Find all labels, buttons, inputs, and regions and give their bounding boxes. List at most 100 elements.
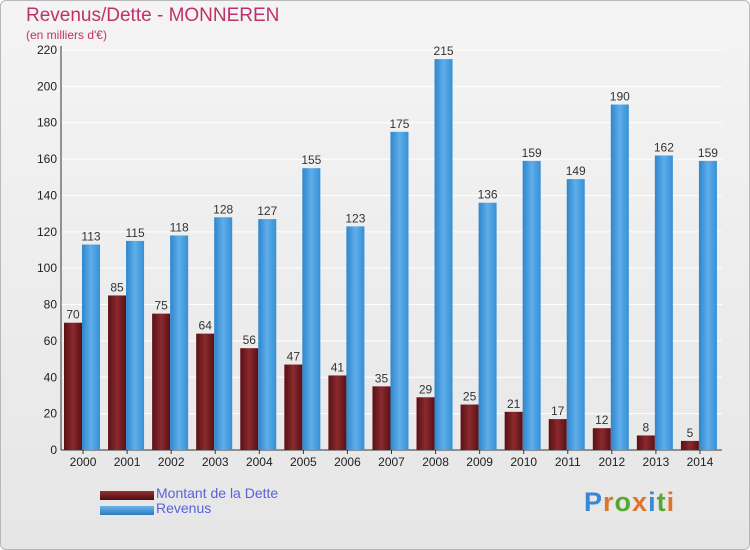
x-tick-label: 2013 <box>643 455 670 469</box>
bar-dette <box>504 411 523 450</box>
legend-label-dette: Montant de la Dette <box>156 485 279 501</box>
bar-revenus <box>214 217 233 450</box>
data-label-dette: 75 <box>154 299 168 313</box>
data-label-revenus: 175 <box>389 117 409 131</box>
data-label-revenus: 118 <box>170 220 189 234</box>
x-tick-label: 2014 <box>687 455 714 469</box>
x-tick-label: 2010 <box>510 455 537 469</box>
bar-dette <box>636 435 655 450</box>
logo-letter: x <box>632 487 649 517</box>
x-tick-label: 2000 <box>70 455 97 469</box>
bar-dette <box>460 404 479 450</box>
data-label-dette: 56 <box>243 333 257 347</box>
y-tick-label: 120 <box>37 225 57 239</box>
y-tick-label: 60 <box>44 334 58 348</box>
x-tick-label: 2006 <box>334 455 361 469</box>
bar-dette <box>284 364 303 450</box>
x-tick-label: 2012 <box>598 455 625 469</box>
x-tick-label: 2007 <box>378 455 405 469</box>
bar-revenus <box>566 179 585 450</box>
data-label-revenus: 115 <box>125 226 144 240</box>
bar-revenus <box>654 155 673 451</box>
x-tick-label: 2011 <box>555 455 581 469</box>
x-tick-label: 2001 <box>114 455 141 469</box>
data-label-dette: 17 <box>551 404 565 418</box>
data-label-dette: 85 <box>110 280 124 294</box>
bar-revenus <box>346 226 365 450</box>
x-tick-label: 2009 <box>466 455 493 469</box>
bar-dette <box>548 419 567 450</box>
y-tick-label: 160 <box>37 152 57 166</box>
data-label-revenus: 215 <box>434 44 454 58</box>
data-label-revenus: 127 <box>257 204 277 218</box>
y-tick-label: 180 <box>37 116 57 130</box>
x-tick-label: 2004 <box>246 455 273 469</box>
data-label-revenus: 159 <box>698 146 718 160</box>
data-label-revenus: 113 <box>81 230 100 244</box>
bar-dette <box>680 440 699 450</box>
y-tick-label: 200 <box>37 79 57 93</box>
bar-revenus <box>522 160 541 450</box>
data-label-revenus: 162 <box>654 140 674 154</box>
data-label-dette: 25 <box>463 390 477 404</box>
bar-revenus <box>126 240 145 450</box>
bar-dette <box>592 428 611 450</box>
bar-revenus <box>258 219 277 450</box>
data-label-dette: 8 <box>643 420 650 434</box>
bar-dette <box>416 397 435 450</box>
logo-letter: i <box>648 487 657 517</box>
data-label-revenus: 136 <box>478 188 498 202</box>
data-label-revenus: 149 <box>566 164 586 178</box>
y-tick-label: 100 <box>37 261 57 275</box>
legend-swatch-revenus <box>100 506 154 515</box>
y-tick-label: 220 <box>37 43 57 57</box>
x-tick-label: 2003 <box>202 455 229 469</box>
x-tick-label: 2002 <box>158 455 185 469</box>
legend-swatch-dette <box>100 491 154 500</box>
bar-dette <box>372 386 391 450</box>
data-label-revenus: 128 <box>213 202 233 216</box>
y-tick-label: 80 <box>44 298 58 312</box>
data-label-dette: 5 <box>687 426 694 440</box>
data-label-dette: 41 <box>331 360 345 374</box>
logo-letter: r <box>603 487 615 517</box>
data-label-revenus: 159 <box>522 146 542 160</box>
x-tick-label: 2008 <box>422 455 449 469</box>
bar-revenus <box>170 235 189 450</box>
bar-revenus <box>434 59 453 450</box>
x-tick-label: 2005 <box>290 455 317 469</box>
bar-dette <box>328 375 347 450</box>
logo-letter: o <box>614 487 633 517</box>
bar-revenus <box>698 160 717 450</box>
y-tick-label: 40 <box>44 370 58 384</box>
logo-letter: t <box>656 487 667 517</box>
y-tick-label: 140 <box>37 188 57 202</box>
data-label-dette: 70 <box>66 308 80 322</box>
data-label-dette: 64 <box>199 319 213 333</box>
bar-dette <box>152 313 171 450</box>
data-label-revenus: 155 <box>301 153 321 167</box>
data-label-dette: 12 <box>595 413 609 427</box>
data-label-dette: 29 <box>419 382 433 396</box>
proxiti-logo: Proxiti <box>584 487 675 518</box>
bar-revenus <box>478 202 497 450</box>
bar-dette <box>240 348 259 450</box>
data-label-revenus: 190 <box>610 90 630 104</box>
bar-dette <box>196 333 215 450</box>
bar-revenus <box>302 168 321 450</box>
chart-title: Revenus/Dette - MONNEREN <box>26 5 280 26</box>
legend-label-revenus: Revenus <box>156 500 212 516</box>
bar-dette <box>64 322 82 450</box>
y-tick-label: 20 <box>44 407 58 421</box>
data-label-dette: 21 <box>507 397 521 411</box>
logo-letter: i <box>666 487 676 517</box>
bar-revenus <box>610 104 629 450</box>
logo-letter: P <box>584 487 604 517</box>
data-label-revenus: 123 <box>345 211 365 225</box>
y-tick-label: 0 <box>50 443 57 457</box>
data-label-dette: 47 <box>287 350 301 364</box>
data-label-dette: 35 <box>375 371 389 385</box>
bar-dette <box>108 295 127 450</box>
chart-subtitle: (en milliers d'€) <box>26 28 107 42</box>
